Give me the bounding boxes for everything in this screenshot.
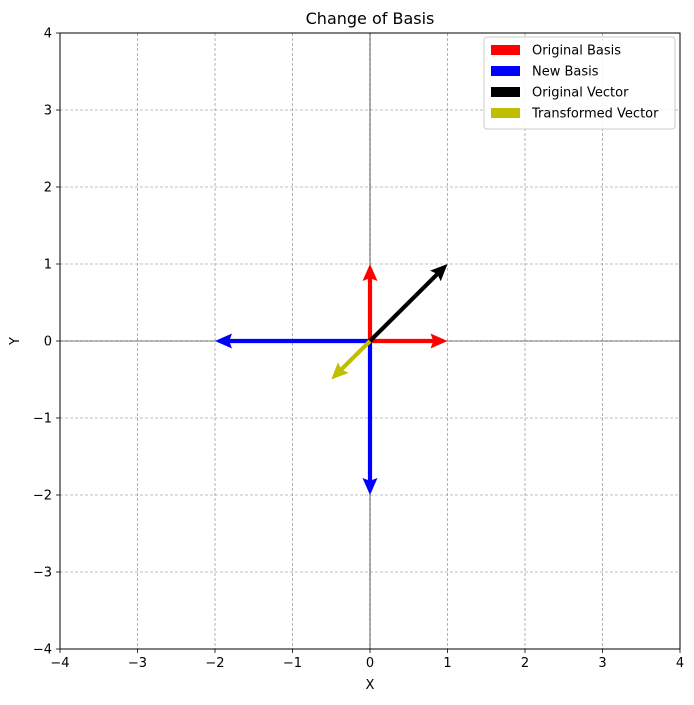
y-tick-label: 2 (44, 181, 52, 196)
x-tick-label: −1 (283, 656, 302, 671)
legend-swatch-new-basis (491, 66, 520, 76)
y-tick-label: −1 (33, 412, 52, 427)
legend-label-new-basis: New Basis (532, 65, 599, 80)
legend-swatch-transformed-vector (491, 108, 520, 118)
x-axis-label: X (366, 678, 375, 693)
x-tick-label: 0 (366, 656, 374, 671)
x-tick-label: −2 (205, 656, 224, 671)
legend-label-original-basis: Original Basis (532, 44, 621, 59)
legend-label-transformed-vector: Transformed Vector (531, 107, 659, 122)
transformed-vector-arrow (331, 339, 372, 380)
plot-area: −4 −3 −2 −1 0 1 2 3 4 −4 −3 −2 −1 0 1 2 3 4 (33, 27, 684, 672)
x-tick-label: 4 (676, 656, 684, 671)
new-basis-arrow (215, 333, 370, 349)
y-tick-label: 3 (44, 104, 52, 119)
legend-swatch-original-vector (491, 87, 520, 97)
original-vector-arrow (368, 264, 448, 343)
x-tick-label: −4 (50, 656, 69, 671)
y-tick-label: −3 (33, 566, 52, 581)
x-tick-label: −3 (128, 656, 147, 671)
x-tick-label: 3 (598, 656, 606, 671)
chart-title: Change of Basis (306, 9, 435, 28)
y-axis-ticks: −4 −3 −2 −1 0 1 2 3 4 (33, 27, 60, 658)
legend-box (483, 36, 676, 130)
vectors (215, 264, 448, 495)
y-tick-label: 0 (44, 335, 52, 350)
y-axis-label: Y (8, 337, 23, 346)
x-axis-ticks: −4 −3 −2 −1 0 1 2 3 4 (50, 649, 684, 671)
y-tick-label: −4 (33, 643, 52, 658)
legend-label-original-vector: Original Vector (532, 86, 629, 101)
x-tick-label: 2 (521, 656, 529, 671)
legend: Original Basis New Basis Original Vector Tr… (483, 36, 676, 130)
original-basis-arrow (370, 333, 448, 349)
y-tick-label: −2 (33, 489, 52, 504)
y-tick-label: 4 (44, 27, 52, 42)
y-tick-label: 1 (44, 258, 52, 273)
new-basis-arrow (362, 341, 378, 495)
legend-swatch-original-basis (491, 45, 520, 55)
original-basis-arrow (362, 264, 378, 341)
x-tick-label: 1 (443, 656, 451, 671)
